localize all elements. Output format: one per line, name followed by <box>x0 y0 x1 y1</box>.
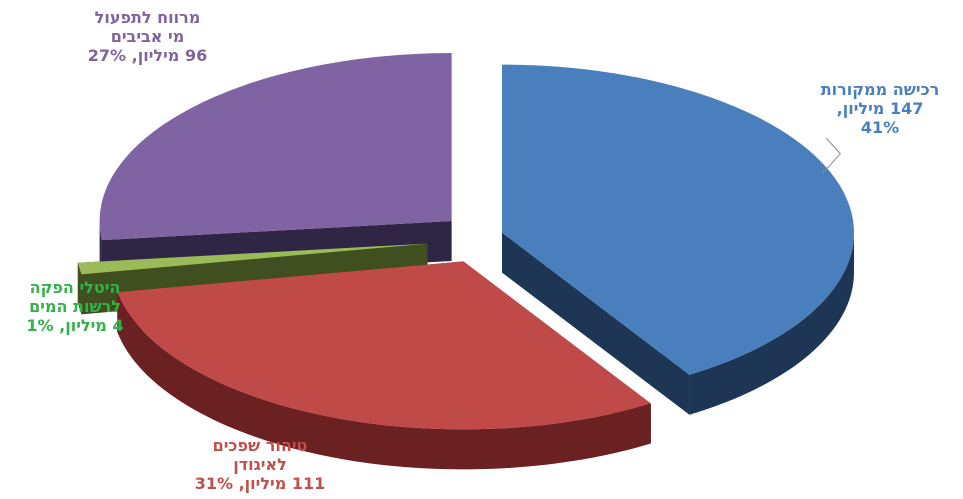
pie-slice <box>77 243 428 275</box>
slice-label-line: מרווח לתפעול <box>94 8 201 27</box>
slice-label-production-levies: היטלי הפקה לרשות המים 4 מיליון, 1% <box>0 278 150 335</box>
pie-slice-wall <box>689 232 854 415</box>
pie-slice-wall <box>77 262 82 315</box>
pie-slice <box>99 53 452 241</box>
pie-slice-side <box>501 232 690 415</box>
leader-line <box>821 137 842 174</box>
slice-label-line: לרשות המים <box>29 297 121 316</box>
slice-label-purchase-from-mekorot: רכישה ממקורות 147 מיליון, 41% <box>800 80 960 137</box>
slice-label-line: 4 מיליון, 1% <box>26 316 124 335</box>
pie-slice <box>501 64 854 375</box>
slice-label-line: היטלי הפקה <box>29 278 121 297</box>
slice-label-line: 111 מיליון, 31% <box>194 474 326 493</box>
slice-label-line: מי אביבים <box>110 27 185 46</box>
slice-label-sewage-treatment: טיהור שפכים לאיגודן 111 מיליון, 31% <box>160 436 360 493</box>
slice-label-line: 147 מיליון, <box>836 99 924 118</box>
slice-label-line: לאיגודן <box>233 455 287 474</box>
pie-slice-wall <box>117 292 651 470</box>
slice-label-line: טיהור שפכים <box>212 436 308 455</box>
pie-tops <box>77 53 854 430</box>
slice-label-line: 96 מיליון, 27% <box>87 46 208 65</box>
slice-label-operating-margin: מרווח לתפעול מי אביבים 96 מיליון, 27% <box>60 8 235 65</box>
slice-label-line: 41% <box>860 118 900 137</box>
slice-label-line: רכישה ממקורות <box>820 80 940 99</box>
pie-slice <box>117 261 651 430</box>
